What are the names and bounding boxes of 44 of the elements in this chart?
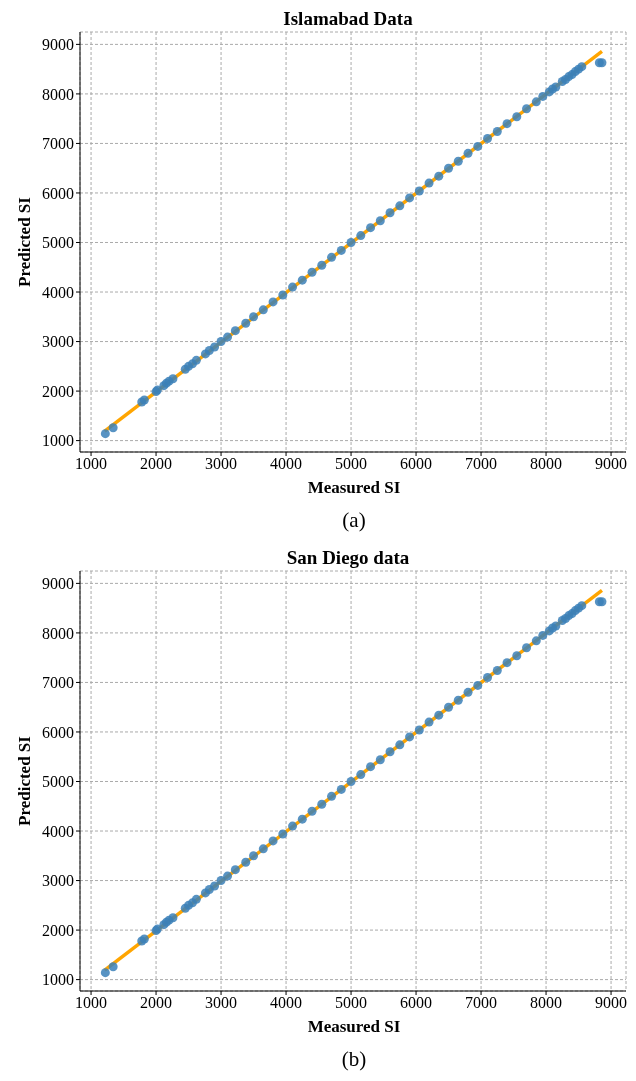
y-tick-label: 9000 — [42, 36, 74, 54]
chart-title: Islamabad Data — [282, 8, 414, 30]
x-tick-label: 5000 — [335, 455, 368, 473]
y-tick-label: 6000 — [42, 184, 74, 202]
y-tick-label: 3000 — [42, 872, 74, 890]
x-tick-label: 2000 — [140, 994, 173, 1012]
text: (a) — [341, 508, 367, 533]
y-tick-label: 2000 — [42, 382, 74, 400]
y-tick-label: 8000 — [42, 624, 74, 642]
chart-title: San Diego data — [285, 547, 411, 569]
y-axis-title: Predicted SI — [15, 735, 35, 826]
x-tick-label: 9000 — [595, 455, 628, 473]
y-tick-label: 7000 — [42, 135, 74, 153]
x-tick-label: 9000 — [595, 994, 628, 1012]
x-tick-label: 7000 — [465, 994, 498, 1012]
x-tick-label: 5000 — [335, 994, 368, 1012]
x-tick-label: 2000 — [140, 455, 173, 473]
y-tick-label: 9000 — [42, 575, 74, 593]
x-tick-label: 4000 — [270, 994, 303, 1012]
x-axis-title: Measured SI — [306, 1017, 402, 1037]
text: (b) — [340, 1047, 368, 1072]
x-tick-label: 1000 — [75, 994, 108, 1012]
y-tick-label: 2000 — [42, 921, 74, 939]
x-tick-label: 3000 — [205, 455, 238, 473]
y-tick-label: 5000 — [42, 773, 74, 791]
y-tick-label: 4000 — [42, 822, 74, 840]
y-tick-label: 6000 — [42, 723, 74, 741]
x-tick-label: 6000 — [400, 455, 433, 473]
x-tick-label: 8000 — [530, 455, 563, 473]
x-tick-label: 7000 — [465, 455, 498, 473]
y-tick-label: 1000 — [42, 432, 74, 450]
x-tick-label: 4000 — [270, 455, 303, 473]
x-tick-label: 3000 — [205, 994, 238, 1012]
y-tick-label: 5000 — [42, 234, 74, 252]
x-tick-label: 1000 — [75, 455, 108, 473]
y-tick-label: 3000 — [42, 333, 74, 351]
x-axis-title: Measured SI — [306, 478, 402, 498]
x-tick-label: 8000 — [530, 994, 563, 1012]
y-tick-label: 7000 — [42, 674, 74, 692]
y-tick-label: 1000 — [42, 971, 74, 989]
x-tick-label: 6000 — [400, 994, 433, 1012]
y-axis-title: Predicted SI — [15, 196, 35, 287]
y-tick-label: 8000 — [42, 85, 74, 103]
y-tick-label: 4000 — [42, 283, 74, 301]
